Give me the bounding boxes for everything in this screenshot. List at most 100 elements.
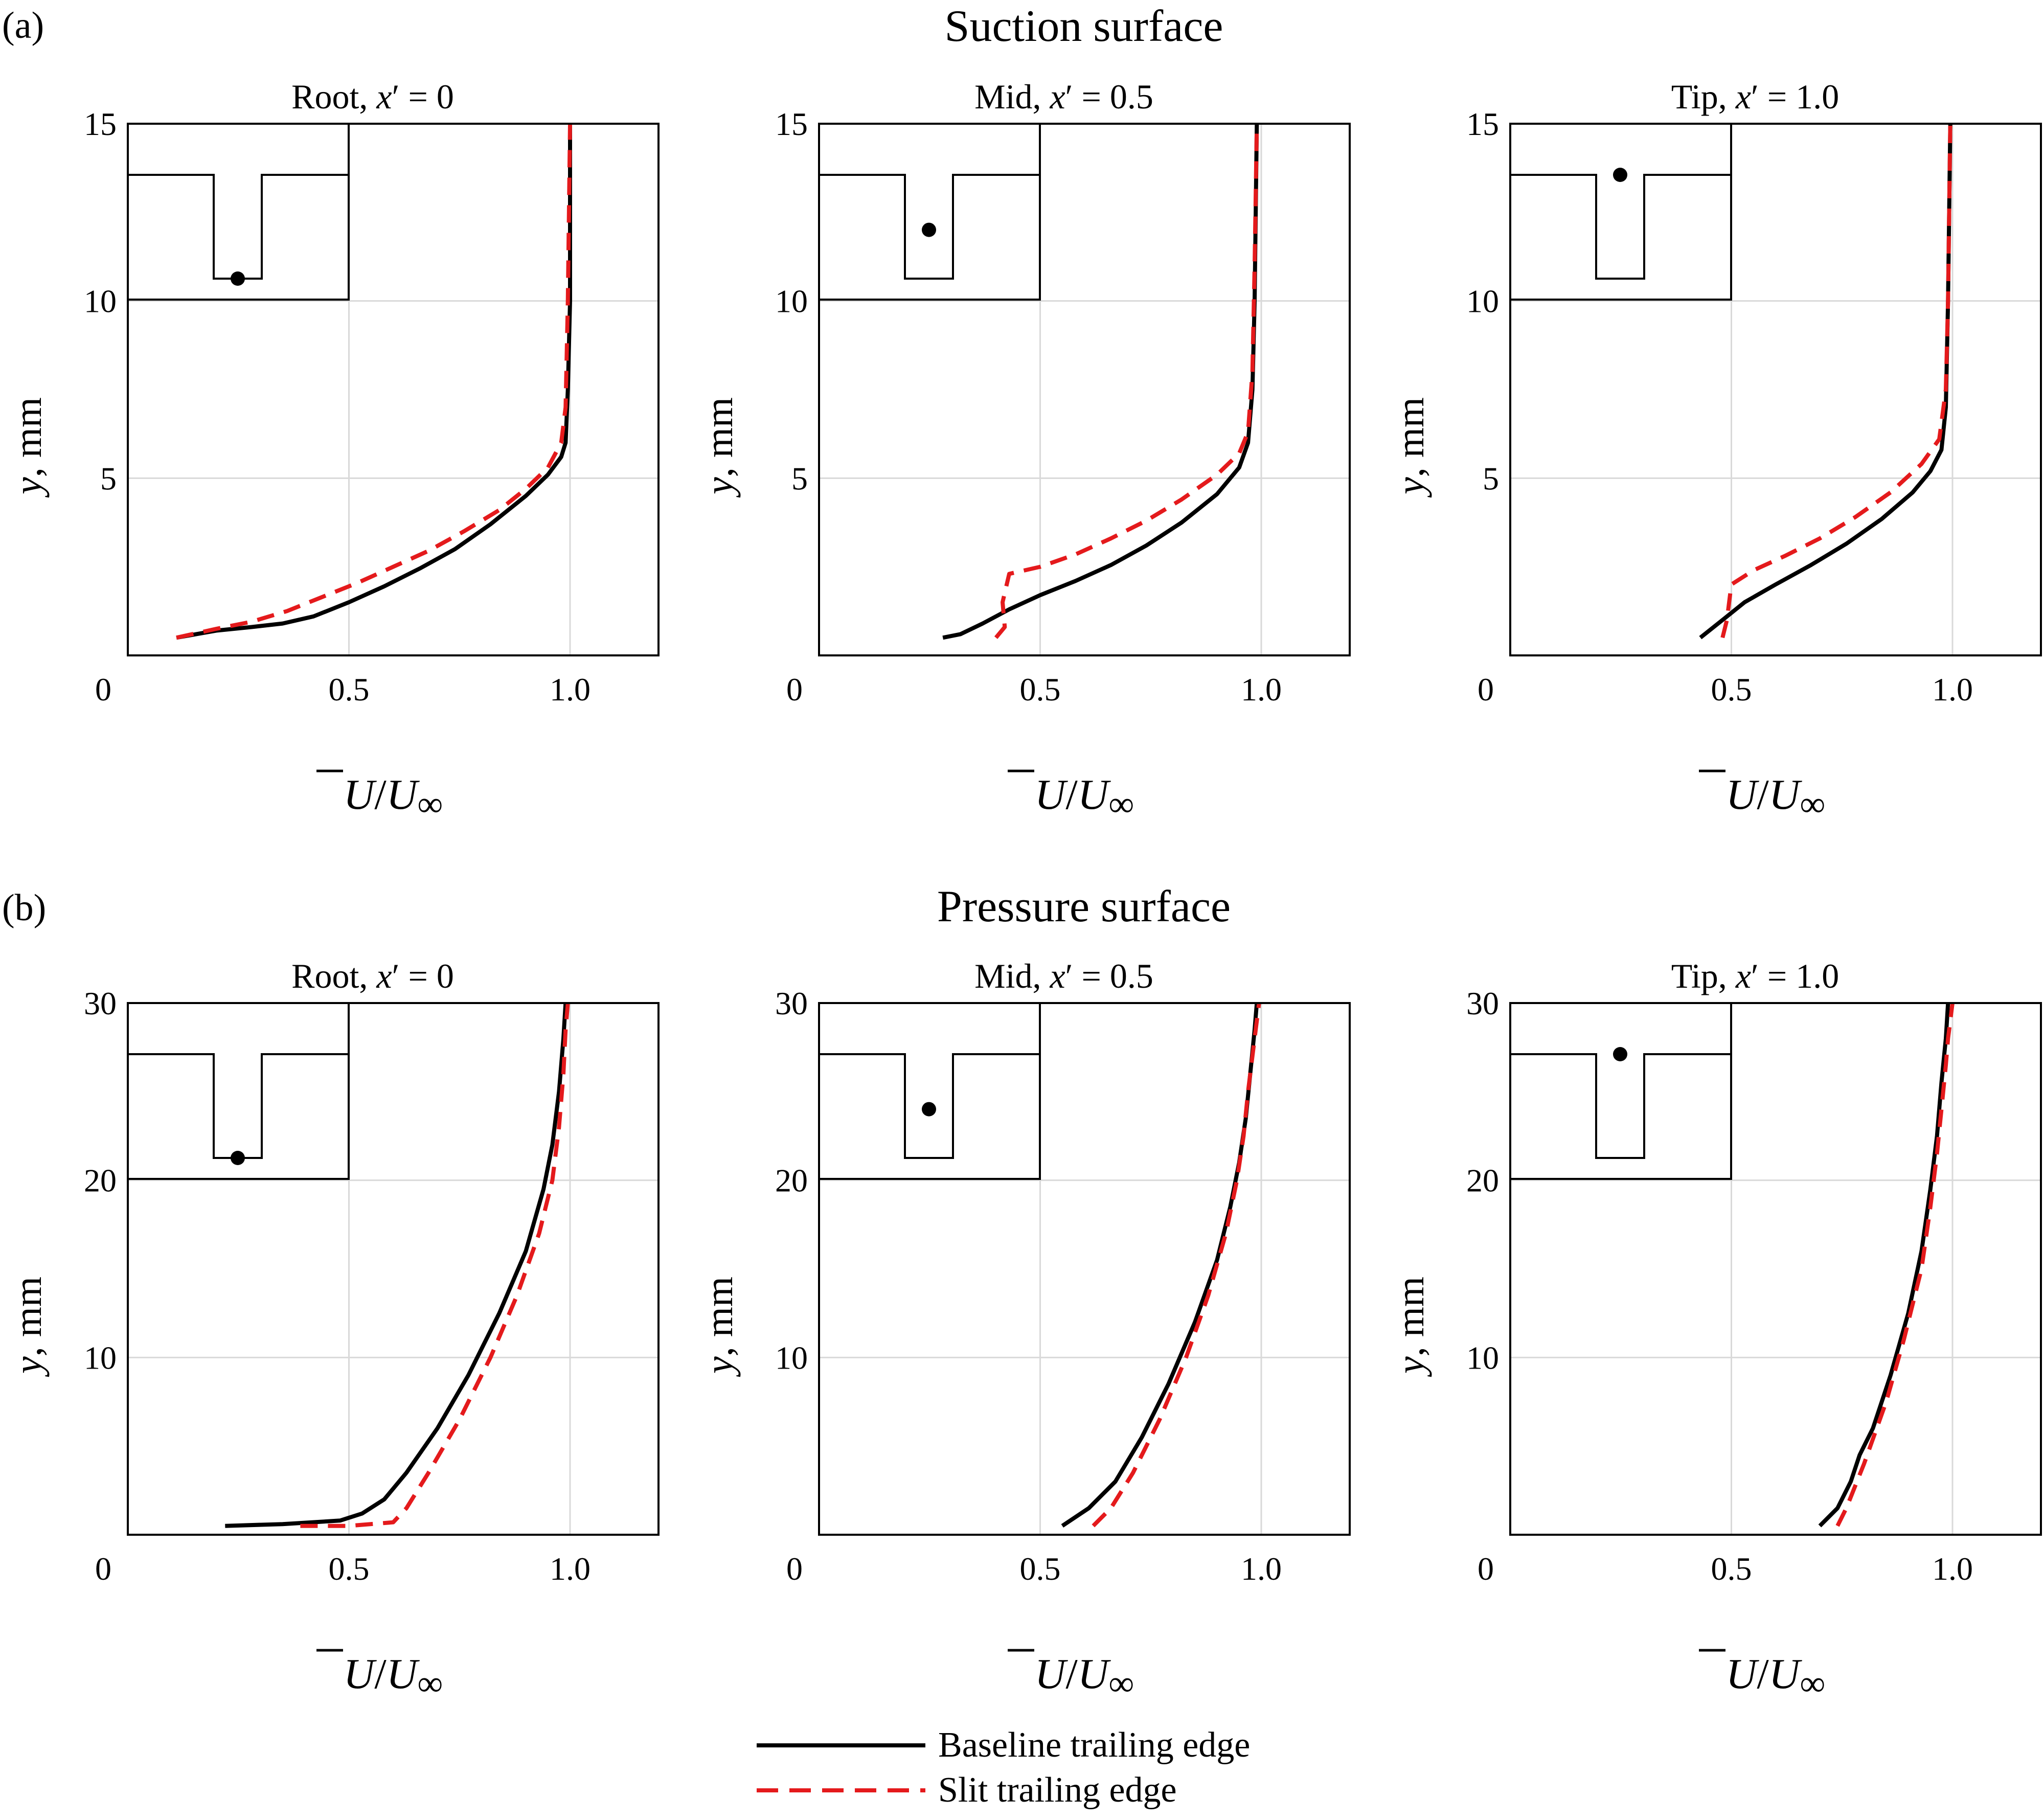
subplot-a-mid: Mid, x′ = 0.5 0 0.5 1.0 5 10 15 y, mm U/U∞	[698, 77, 1351, 824]
x-axis-label: U/U∞	[1035, 771, 1134, 824]
baseline-curve-a-root	[176, 124, 572, 640]
inset-box	[1509, 1002, 1732, 1180]
x-tick-label: 1.0	[1932, 671, 1973, 708]
subplot-a-tip: Tip, x′ = 1.0 0 0.5 1.0 5 10 15 y, mm U/U∞	[1389, 77, 2042, 824]
subplot-b-root: Root, x′ = 0 0 0.5 1.0 10 20 30 y, mm U/U∞	[7, 957, 660, 1703]
x-tick-label: 0	[786, 1551, 803, 1587]
slit-curve-a-tip	[1720, 124, 1952, 639]
pressure-surface-title: Pressure surface	[937, 882, 1231, 931]
plot-frame	[127, 1002, 660, 1536]
slit-outline	[1510, 174, 1731, 280]
y-tick-label: 30	[84, 985, 117, 1021]
plot-frame	[818, 123, 1351, 656]
x-tick-label: 1.0	[1932, 1551, 1973, 1587]
inset-box	[818, 1002, 1041, 1180]
x-tick-label: 1.0	[1241, 1551, 1282, 1587]
subplot-title: Mid, x′ = 0.5	[974, 957, 1153, 995]
panel-letter-b: (b)	[2, 887, 46, 929]
inset-box	[818, 123, 1041, 301]
baseline-curve-b-tip	[1818, 1003, 1950, 1528]
x-tick-label: 0	[95, 1551, 111, 1587]
subplot-title: Root, x′ = 0	[291, 77, 454, 116]
x-tick-label: 1.0	[550, 671, 591, 708]
plot-frame	[818, 1002, 1351, 1536]
x-tick-label: 1.0	[550, 1551, 591, 1587]
x-tick-label: 0.5	[1711, 1551, 1752, 1587]
x-tick-label: 0.5	[1711, 671, 1752, 708]
subplot-b-tip: Tip, x′ = 1.0 0 0.5 1.0 10 20 30 y, mm U/U∞	[1389, 957, 2042, 1703]
slit-curve-a-mid	[994, 124, 1259, 639]
legend: Baseline trailing edge Slit trailing edg…	[757, 1725, 1250, 1810]
x-axis-label: U/U∞	[1726, 1650, 1826, 1703]
y-tick-label: 5	[1483, 460, 1499, 496]
y-tick-label: 30	[775, 985, 808, 1021]
subplot-title: Mid, x′ = 0.5	[974, 77, 1153, 116]
x-axis-label: U/U∞	[344, 771, 443, 824]
y-axis-label: y, mm	[1389, 1277, 1432, 1377]
baseline-curve-a-mid	[942, 124, 1259, 640]
subplot-title: Root, x′ = 0	[291, 957, 454, 995]
baseline-curve-a-tip	[1699, 124, 1952, 640]
x-axis-label: U/U∞	[344, 1650, 443, 1703]
y-tick-label: 15	[84, 106, 117, 142]
x-tick-label: 0.5	[1020, 1551, 1061, 1587]
probe-marker	[231, 1151, 245, 1165]
slit-outline	[1510, 1053, 1731, 1159]
slit-outline	[819, 1053, 1040, 1159]
probe-marker	[1613, 1047, 1627, 1061]
subplot-a-root: Root, x′ = 0 0 0.5 1.0 5 10 15 y, mm U/U∞	[7, 77, 660, 824]
panel-letter-a: (a)	[2, 5, 44, 47]
y-tick-label: 20	[775, 1163, 808, 1199]
plot-frame	[127, 123, 660, 656]
y-tick-label: 10	[84, 283, 117, 320]
y-tick-label: 10	[1466, 1339, 1499, 1376]
x-tick-label: 0	[95, 671, 111, 708]
probe-marker	[922, 1102, 936, 1117]
x-tick-label: 0.5	[1020, 671, 1061, 708]
y-tick-label: 20	[1466, 1163, 1499, 1199]
y-tick-label: 10	[84, 1339, 117, 1376]
slit-curve-a-root	[176, 124, 572, 640]
inset-schematic	[1509, 123, 1732, 301]
y-tick-label: 5	[791, 460, 808, 496]
y-tick-label: 15	[775, 106, 808, 142]
x-tick-label: 0	[786, 671, 803, 708]
y-axis-label: y, mm	[698, 1277, 741, 1377]
inset-box	[127, 1002, 350, 1180]
y-axis-label: y, mm	[7, 1277, 50, 1377]
x-tick-label: 0.5	[329, 671, 370, 708]
x-tick-label: 0	[1478, 671, 1494, 708]
y-axis-label: y, mm	[698, 397, 741, 498]
x-axis-label: U/U∞	[1035, 1650, 1134, 1703]
x-tick-label: 0	[1478, 1551, 1494, 1587]
subplot-title: Tip, x′ = 1.0	[1671, 957, 1839, 995]
slit-outline	[819, 174, 1040, 280]
x-tick-label: 0.5	[329, 1551, 370, 1587]
y-tick-label: 15	[1466, 106, 1499, 142]
y-tick-label: 10	[775, 1339, 808, 1376]
slit-curve-b-tip	[1835, 1003, 1955, 1527]
probe-marker	[231, 271, 245, 286]
slit-curve-b-mid	[1092, 1003, 1261, 1528]
y-tick-label: 10	[1466, 283, 1499, 320]
baseline-curve-b-mid	[1061, 1003, 1259, 1528]
subplot-title: Tip, x′ = 1.0	[1671, 77, 1839, 116]
x-tick-label: 1.0	[1241, 671, 1282, 708]
y-tick-label: 10	[775, 283, 808, 320]
inset-schematic	[127, 1002, 350, 1180]
inset-schematic	[1509, 1002, 1732, 1180]
y-tick-label: 30	[1466, 985, 1499, 1021]
y-axis-label: y, mm	[1389, 397, 1432, 498]
subplot-b-mid: Mid, x′ = 0.5 0 0.5 1.0 10 20 30 y, mm U/U∞	[698, 957, 1351, 1703]
x-axis-label: U/U∞	[1726, 771, 1826, 824]
baseline-curve-b-root	[225, 1003, 568, 1528]
y-axis-label: y, mm	[7, 397, 50, 498]
inset-schematic	[818, 123, 1041, 301]
legend-baseline-label: Baseline trailing edge	[938, 1725, 1250, 1765]
plot-frame	[1509, 123, 2042, 656]
y-tick-label: 5	[100, 460, 117, 496]
suction-surface-title: Suction surface	[945, 2, 1223, 51]
y-tick-label: 20	[84, 1163, 117, 1199]
